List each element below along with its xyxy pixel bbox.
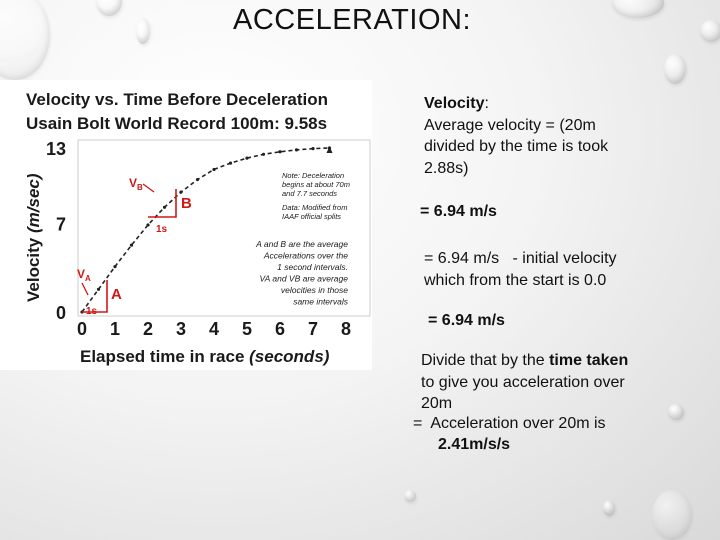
b-interval-label: 1s — [156, 224, 168, 235]
b-label: B — [181, 195, 192, 212]
velocity-line-3: 2.88s) — [424, 159, 469, 177]
velocity-data-point — [212, 167, 216, 172]
x-tick-label: 6 — [275, 319, 285, 339]
water-drop-decoration — [668, 404, 684, 420]
velocity-chart-image: Velocity vs. Time Before Deceleration Us… — [0, 80, 372, 370]
velocity-data-point — [228, 161, 233, 165]
svg-text:Velocity (m/sec): Velocity (m/sec) — [24, 173, 43, 302]
time-taken-bold: time taken — [549, 352, 629, 369]
vb-pointer-arrow — [142, 183, 155, 193]
water-drop-decoration — [404, 490, 416, 502]
velocity-data-point — [294, 148, 299, 152]
plot-frame — [77, 139, 371, 317]
water-drop-decoration — [0, 0, 50, 80]
y-tick-label: 0 — [56, 303, 66, 323]
chart-title-line-2: Usain Bolt World Record 100m: 9.58s — [26, 114, 327, 133]
velocity-data-point — [278, 150, 282, 154]
x-axis-label-unit: (seconds) — [249, 347, 330, 366]
x-tick-label: 8 — [341, 319, 351, 339]
water-drop-decoration — [664, 54, 686, 84]
velocity-data-point — [162, 205, 167, 209]
y-axis-label-main: Velocity — [24, 237, 43, 302]
velocity-heading-colon: : — [484, 95, 489, 112]
y-tick-label: 7 — [56, 215, 66, 235]
velocity-data-point — [311, 147, 315, 151]
initial-velocity-line-2: which from the start is 0.0 — [424, 271, 607, 289]
velocity-data-point — [195, 177, 200, 182]
interval-legend-line: same intervals — [293, 297, 349, 307]
deceleration-note-line: begins at about 70m — [282, 180, 350, 189]
interval-legend-line: Accelerations over the — [263, 251, 348, 261]
data-source-note-line: IAAF official splits — [282, 212, 341, 221]
a-label: A — [111, 286, 122, 303]
velocity-data-point — [113, 264, 117, 269]
chart-title-line-1: Velocity vs. Time Before Deceleration — [26, 90, 328, 109]
interval-legend-line: A and B are the average — [255, 239, 348, 249]
deceleration-marker-arrow — [326, 146, 333, 153]
interval-legend-line: velocities in those — [281, 285, 348, 295]
velocity-data-point — [261, 152, 266, 156]
accel-line-1-text: Divide that by the — [421, 352, 550, 369]
water-drop-decoration — [652, 490, 692, 540]
velocity-data-point — [96, 287, 101, 291]
x-axis-label: Elapsed time in race (seconds) — [80, 347, 330, 366]
velocity-data-point — [179, 190, 183, 194]
interval-legend-line: 1 second intervals. — [277, 262, 348, 272]
vb-subscript: B — [137, 183, 143, 192]
x-axis-label-main: Elapsed time in race — [80, 347, 244, 366]
velocity-data-point — [129, 243, 134, 247]
x-tick-label: 4 — [209, 319, 219, 339]
deceleration-note-line: and 7.7 seconds — [282, 189, 337, 198]
slide-title: ACCELERATION: — [233, 4, 472, 36]
velocity-data-point — [245, 156, 249, 160]
acceleration-explanation: Divide that by the time taken to give yo… — [421, 350, 628, 415]
vb-label: VB — [129, 176, 143, 192]
accel-line-2: to give you acceleration over — [421, 373, 625, 391]
velocity-time-chart: Velocity vs. Time Before Deceleration Us… — [24, 90, 371, 366]
x-tick-label: 1 — [110, 319, 120, 339]
acceleration-result-value: 2.41m/s/s — [438, 436, 511, 453]
velocity-line-2: divided by the time is took — [424, 138, 609, 155]
x-tick-label: 2 — [143, 319, 153, 339]
water-drop-decoration — [136, 18, 150, 44]
x-tick-label: 3 — [176, 319, 186, 339]
velocity-result-1: = 6.94 m/s — [420, 203, 497, 220]
velocity-line-1: Average velocity = (20m — [424, 116, 596, 134]
y-axis-label: Velocity (m/sec) — [24, 173, 43, 302]
velocity-explanation: Velocity: Average velocity = (20m divide… — [424, 93, 608, 179]
acceleration-result-label: = Acceleration over 20m is — [413, 415, 606, 432]
water-drop-decoration — [603, 500, 615, 516]
a-interval-label: 1s — [86, 306, 98, 317]
water-drop-decoration — [700, 20, 720, 42]
x-tick-label: 0 — [77, 319, 87, 339]
x-tick-label: 5 — [242, 319, 252, 339]
deceleration-note-line: Note: Deceleration — [282, 171, 344, 180]
y-tick-label: 13 — [46, 139, 66, 159]
initial-velocity-line-1: = 6.94 m/s - initial velocity — [424, 250, 617, 267]
a-interval-bracket — [82, 280, 108, 313]
x-tick-label: 7 — [308, 319, 318, 339]
velocity-data-point — [146, 223, 150, 227]
b-interval-bracket — [148, 189, 177, 218]
interval-legend-line: VA and VB are average — [259, 274, 348, 284]
va-pointer-arrow — [81, 282, 89, 296]
y-axis-label-unit: (m/sec) — [24, 173, 43, 233]
velocity-heading: Velocity — [424, 95, 485, 112]
accel-line-3: 20m — [421, 395, 453, 412]
initial-velocity-explanation: = 6.94 m/s - initial velocity which from… — [424, 248, 617, 291]
va-label: VA — [77, 267, 91, 283]
velocity-result-2: = 6.94 m/s — [428, 312, 505, 329]
data-source-note-line: Data: Modified from — [282, 203, 347, 212]
water-drop-decoration — [612, 0, 664, 18]
water-drop-decoration — [96, 0, 122, 16]
va-subscript: A — [85, 274, 91, 283]
